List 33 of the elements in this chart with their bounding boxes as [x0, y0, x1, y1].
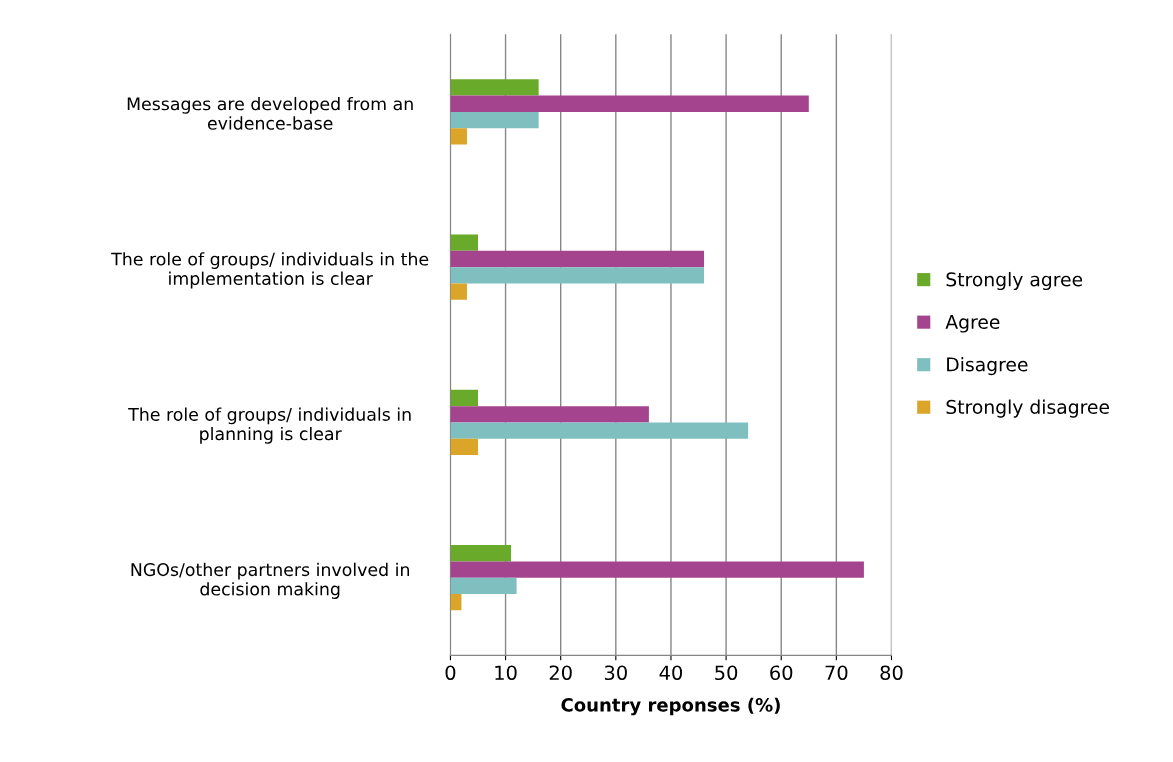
x-tick-label: 0 [445, 665, 456, 681]
bar [450, 128, 467, 145]
bar [450, 79, 539, 96]
bar [450, 283, 467, 300]
bar [450, 406, 649, 423]
legend-label: Agree [945, 315, 1000, 333]
y-tick-label: Messages are developed from an evidence-base [127, 96, 413, 130]
legend-label: Strongly disagree [946, 399, 1109, 418]
bar [450, 95, 809, 112]
bar [450, 234, 478, 251]
y-tick-label: The role of groups/ individuals in the implementation is clear [111, 252, 429, 289]
y-tick-label: The role of groups/ individuals in planning is clear [128, 407, 411, 444]
x-tick-label: 80 [880, 665, 903, 681]
x-tick-label: 20 [549, 665, 572, 681]
y-tick-label: NGOs/other partners involved in decision making [131, 562, 409, 599]
bar [450, 250, 705, 268]
bar [450, 111, 539, 129]
bar [450, 438, 478, 456]
bar [450, 545, 512, 562]
x-tick-label: 70 [825, 665, 848, 681]
x-tick-label: 30 [604, 665, 627, 681]
bar [450, 577, 517, 594]
x-tick-label: 40 [659, 665, 683, 681]
x-tick-label: 10 [495, 665, 517, 681]
bar [450, 422, 749, 439]
x-axis-title: Country reponses (%) [561, 697, 780, 716]
legend-label: Strongly agree [946, 271, 1083, 291]
x-tick-label: 60 [770, 665, 793, 681]
bar [450, 389, 478, 407]
legend-label: Disagree [947, 356, 1028, 376]
bar [450, 267, 705, 284]
x-tick-label: 50 [715, 665, 738, 681]
bar [450, 561, 864, 578]
